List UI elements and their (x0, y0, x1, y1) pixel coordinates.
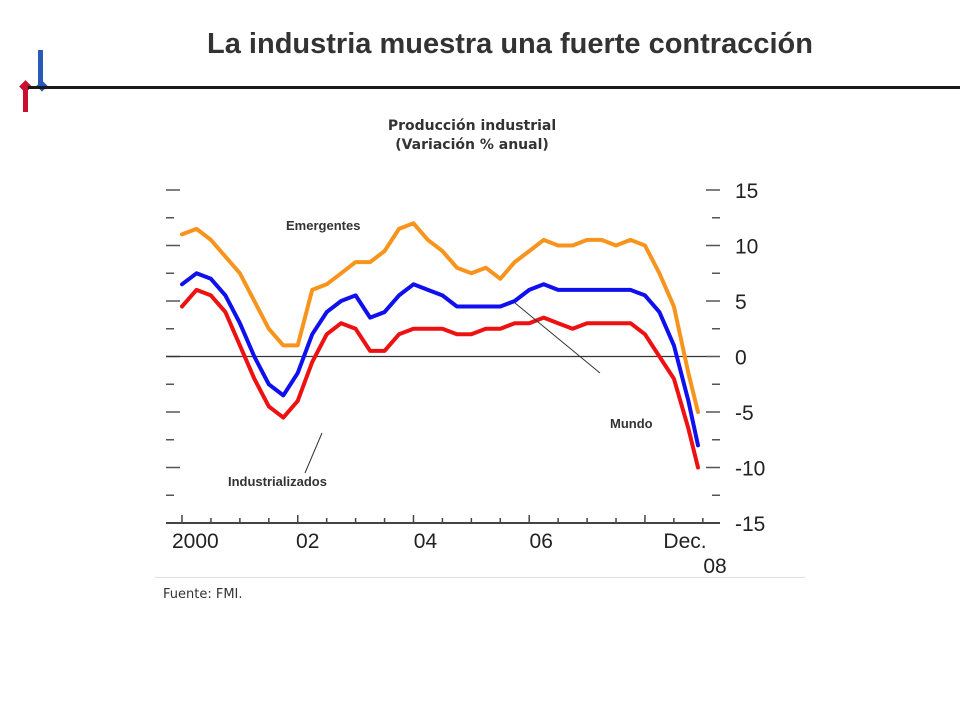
x-tick-label: Dec. (663, 530, 706, 553)
title-rule (28, 86, 960, 89)
series-line-emergentes (180, 221, 700, 414)
y-tick-label: -15 (735, 513, 765, 536)
source-divider (155, 577, 805, 578)
annotation-mundo: Mundo (610, 416, 653, 431)
series-line-industrializados (180, 287, 700, 470)
y-tick-label: 5 (735, 291, 747, 314)
chart-title: Producción industrial (388, 118, 556, 134)
mundo-leader-line (514, 302, 601, 374)
annotation-industrializados: Industrializados (228, 474, 327, 489)
y-tick-label: -5 (735, 402, 754, 425)
y-tick-label: 10 (735, 236, 758, 259)
x-tick-label: 04 (414, 530, 438, 553)
industrial-production-chart: Producción industrial (Variación % anual… (166, 118, 765, 578)
annotation-emergentes: Emergentes (286, 218, 360, 233)
y-tick-label: 0 (735, 347, 747, 370)
series-line-mundo (180, 271, 700, 448)
source-note: Fuente: FMI. (163, 587, 243, 602)
x-tick-label: 02 (296, 530, 319, 553)
plot-area (166, 189, 720, 524)
logo-red-bar (23, 88, 28, 112)
x-tick-label: 08 (703, 555, 726, 578)
annotation-layer: 15 10 5 0 -5 -10 -15 2000 02 04 06 Dec.08 Emergentes… (172, 180, 765, 578)
industrializados-leader-line (304, 432, 323, 474)
chart-subtitle: (Variación % anual) (395, 137, 549, 153)
x-tick-label: 06 (530, 530, 553, 553)
y-tick-label: 15 (735, 180, 758, 203)
y-tick-label: -10 (735, 458, 765, 481)
x-tick-label: 2000 (172, 530, 219, 553)
slide-title: La industria muestra una fuerte contracc… (207, 28, 813, 60)
logo-blue-bar (38, 50, 43, 88)
